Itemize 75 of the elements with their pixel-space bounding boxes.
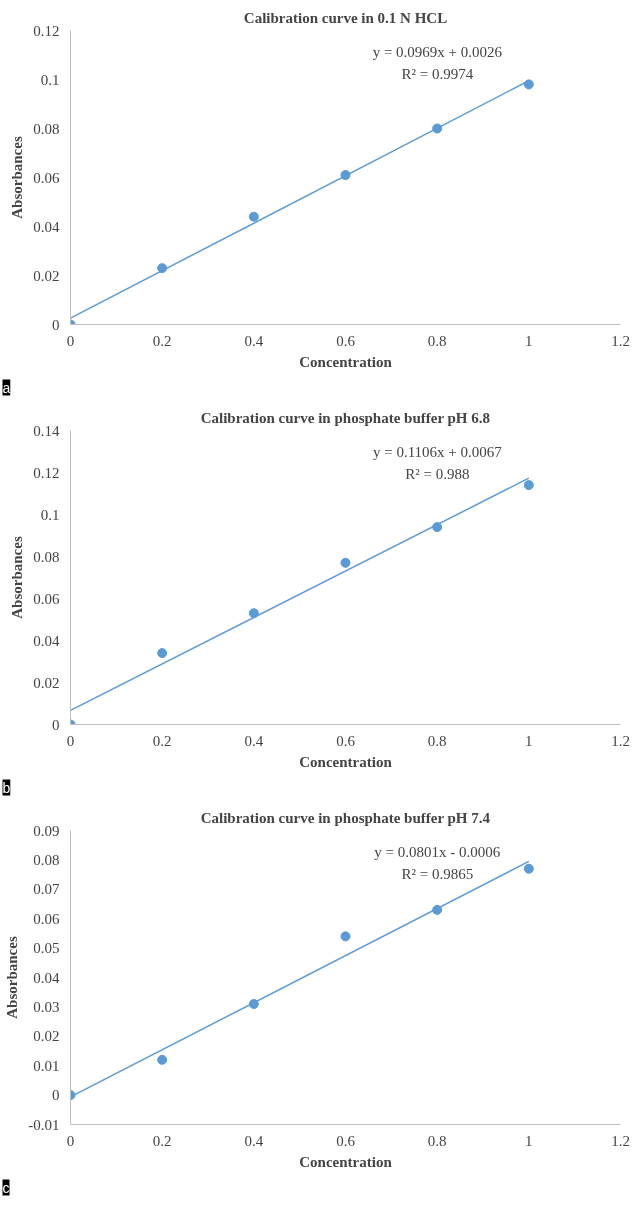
y-tick-label: 0.09 xyxy=(33,822,60,839)
y-tick-label: 0.05 xyxy=(33,940,60,957)
text: b xyxy=(2,779,11,796)
y-tick-label: 0.12 xyxy=(33,464,60,481)
x-tick-label: 0.2 xyxy=(152,332,172,349)
y-tick-label: 0.04 xyxy=(33,218,60,235)
y-axis-title: Absorbances xyxy=(9,536,26,619)
x-tick-label: 0.6 xyxy=(336,732,356,749)
point xyxy=(340,557,351,568)
x-tick-label: 0.8 xyxy=(427,732,447,749)
annotation: R² = 0.9974 xyxy=(401,65,474,82)
y-tick-label: 0.06 xyxy=(33,590,60,607)
x-tick-label: 0.2 xyxy=(152,732,172,749)
chart-title: Calibration curve in 0.1 N HCL xyxy=(243,9,448,26)
x-tick-label: 0 xyxy=(66,1132,75,1149)
y-tick-label: 0.02 xyxy=(33,674,60,691)
y-tick-label: 0.1 xyxy=(40,506,60,523)
y-tick-label: 0.04 xyxy=(33,969,60,986)
y-tick-label: 0 xyxy=(52,1087,60,1104)
y-tick-label: 0.06 xyxy=(33,910,60,927)
y-tick-label: 0.02 xyxy=(33,267,60,284)
y-tick-label: 0.08 xyxy=(33,120,60,137)
y-axis-title: Absorbances xyxy=(9,136,26,219)
x-axis-title: Concentration xyxy=(299,1153,393,1170)
x-tick-label: 1.2 xyxy=(611,1132,630,1149)
x-tick-label: 0.4 xyxy=(244,1132,264,1149)
y-tick-label: 0.07 xyxy=(33,881,60,898)
y-tick-label: -0.01 xyxy=(28,1116,60,1133)
annotation: R² = 0.9865 xyxy=(401,865,474,882)
annotation: y = 0.0801x - 0.0006 xyxy=(374,843,501,860)
y-tick-label: 0.01 xyxy=(33,1057,60,1074)
y-tick-label: 0.08 xyxy=(33,851,60,868)
x-tick-label: 0 xyxy=(66,732,75,749)
chart-title: Calibration curve in phosphate buffer pH 7.4 xyxy=(200,809,491,826)
chart-title: Calibration curve in phosphate buffer pH 6.8 xyxy=(200,409,491,426)
y-tick-label: 0.04 xyxy=(33,632,60,649)
point xyxy=(523,480,534,491)
x-tick-label: 0.4 xyxy=(244,732,264,749)
point xyxy=(340,931,351,942)
y-tick-label: 0.14 xyxy=(33,422,60,439)
x-tick-label: 1.2 xyxy=(611,332,630,349)
point xyxy=(248,211,259,222)
y-tick-label: 0.06 xyxy=(33,169,60,186)
annotation: R² = 0.988 xyxy=(405,465,470,482)
point xyxy=(157,263,168,274)
text: c xyxy=(2,1179,10,1196)
annotation: y = 0.1106x + 0.0067 xyxy=(372,443,503,460)
x-tick-label: 1 xyxy=(525,332,533,349)
y-tick-label: 0.1 xyxy=(40,71,60,88)
x-tick-label: 0.8 xyxy=(427,332,447,349)
y-axis-title: Absorbances xyxy=(4,936,21,1019)
point xyxy=(157,648,168,659)
x-tick-label: 0.6 xyxy=(336,332,356,349)
point xyxy=(523,863,534,874)
x-tick-label: 0.2 xyxy=(152,1132,172,1149)
x-tick-label: 1.2 xyxy=(611,732,630,749)
y-tick-label: 0.08 xyxy=(33,548,60,565)
x-tick-label: 1 xyxy=(525,1132,533,1149)
x-tick-label: 0.6 xyxy=(336,1132,356,1149)
y-tick-label: 0.02 xyxy=(33,1028,60,1045)
y-tick-label: 0.03 xyxy=(33,998,60,1015)
point xyxy=(432,522,443,533)
point xyxy=(248,608,259,619)
y-tick-label: 0 xyxy=(52,716,60,733)
x-tick-label: 0.4 xyxy=(244,332,264,349)
x-tick-label: 0.8 xyxy=(427,1132,447,1149)
x-tick-label: 1 xyxy=(525,732,533,749)
y-tick-label: 0 xyxy=(52,316,60,333)
point xyxy=(523,79,534,90)
y-tick-label: 0.12 xyxy=(33,22,60,39)
annotation: y = 0.0969x + 0.0026 xyxy=(372,43,503,60)
x-axis-title: Concentration xyxy=(299,353,393,370)
x-axis-title: Concentration xyxy=(299,753,393,770)
point xyxy=(157,1054,168,1065)
x-tick-label: 0 xyxy=(66,332,75,349)
